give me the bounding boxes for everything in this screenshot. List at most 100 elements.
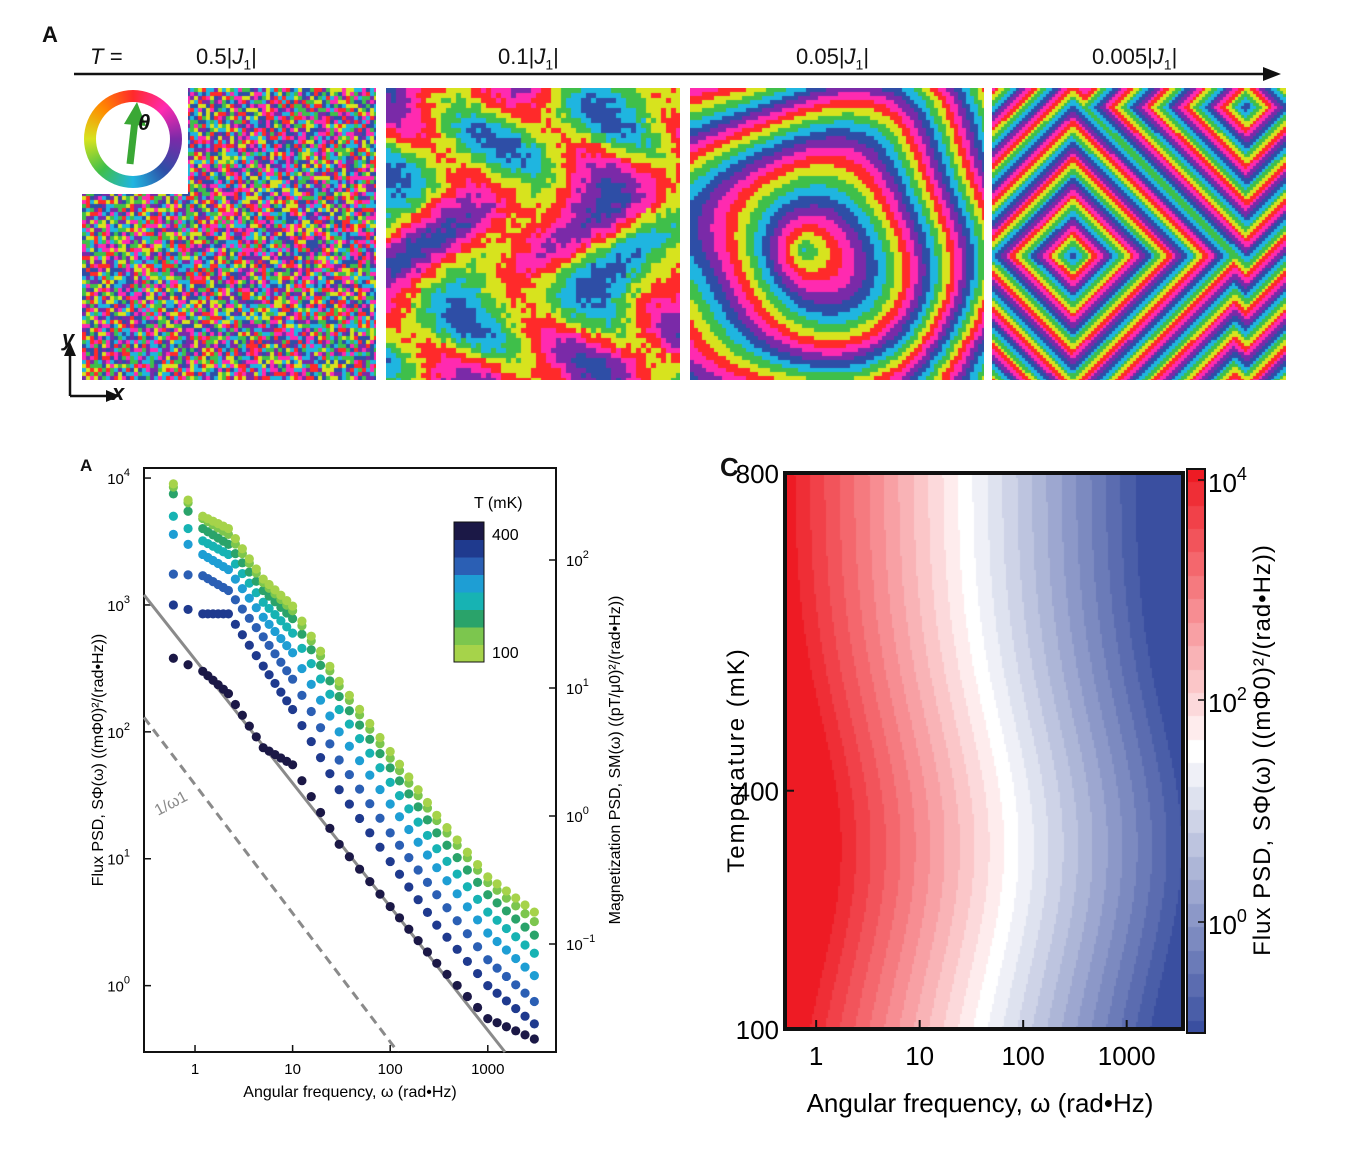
- data-point: [375, 749, 385, 759]
- xy-axes-icon: [64, 342, 120, 402]
- data-point: [413, 895, 423, 905]
- heatmap-y-axis-label: Temperature (mK): [723, 647, 750, 872]
- data-point: [365, 718, 375, 729]
- legend-color-step: [454, 522, 484, 540]
- data-point: [442, 903, 452, 913]
- data-point: [325, 769, 335, 779]
- data-point: [334, 839, 344, 849]
- data-point: [404, 772, 414, 782]
- data-point: [472, 894, 483, 904]
- data-point: [520, 1030, 530, 1040]
- data-point: [529, 916, 539, 927]
- data-point: [315, 723, 326, 733]
- data-point: [432, 844, 442, 854]
- data-point: [472, 859, 483, 870]
- data-point: [404, 853, 414, 863]
- data-point: [251, 603, 261, 613]
- data-point: [306, 679, 316, 689]
- data-point: [520, 962, 530, 972]
- data-point: [223, 609, 234, 619]
- legend-color-step: [454, 574, 484, 593]
- data-point: [354, 704, 365, 715]
- temperature-prefix: T =: [90, 44, 123, 69]
- data-point: [183, 523, 193, 534]
- data-point: [394, 791, 405, 801]
- data-point: [354, 813, 365, 824]
- data-point: [413, 865, 423, 875]
- data-point: [244, 593, 254, 603]
- data-point: [258, 574, 268, 584]
- data-point: [520, 1011, 530, 1021]
- reference-line-label: 1/ω1: [152, 788, 191, 819]
- data-point: [230, 534, 241, 544]
- psd-scatter-chart: 1 10 100 1000 104 103 102 101 100 102 101 100 10−1 T…: [90, 467, 624, 1101]
- data-point: [334, 676, 344, 686]
- data-point: [230, 549, 241, 559]
- data-point: [394, 913, 405, 923]
- data-point: [183, 539, 193, 550]
- scatter-y-tick-label: 104: [107, 467, 130, 488]
- colorbar-frame: [1186, 468, 1206, 1034]
- data-point: [288, 614, 298, 624]
- data-point: [442, 856, 452, 866]
- data-point: [375, 784, 385, 795]
- data-point: [244, 554, 254, 564]
- data-point: [344, 690, 354, 700]
- data-point: [492, 963, 502, 973]
- scatter-y2-tick-label: 102: [566, 549, 589, 570]
- data-point: [394, 869, 405, 879]
- data-point: [168, 489, 178, 499]
- data-point: [264, 579, 274, 590]
- temperature-label-4: 0.005|J1|: [1092, 44, 1178, 73]
- heatmap-x-tick-label: 10: [905, 1041, 934, 1071]
- data-point: [258, 597, 268, 607]
- data-point: [223, 585, 234, 596]
- data-point: [492, 936, 502, 947]
- data-point: [334, 727, 344, 737]
- data-point: [306, 706, 316, 717]
- y-axis-letter: y: [62, 326, 75, 351]
- data-point: [462, 865, 472, 875]
- data-point: [258, 632, 268, 642]
- data-point: [375, 763, 385, 773]
- legend-color-step: [454, 644, 484, 663]
- data-point: [183, 570, 193, 580]
- data-point: [183, 495, 193, 505]
- data-point: [297, 690, 307, 700]
- data-point: [365, 770, 375, 780]
- data-point: [511, 914, 521, 924]
- data-point: [452, 944, 462, 954]
- data-point: [270, 649, 280, 659]
- data-point: [472, 942, 483, 952]
- data-point: [223, 564, 234, 575]
- data-point: [288, 704, 298, 715]
- spin-texture-panel-3: [690, 88, 984, 380]
- data-point: [422, 850, 433, 860]
- data-point: [492, 988, 502, 998]
- data-point: [223, 549, 234, 560]
- data-point: [511, 1003, 521, 1014]
- data-point: [511, 1026, 521, 1036]
- data-point: [413, 837, 423, 847]
- data-point: [394, 776, 405, 786]
- scatter-x-tick-label: 1: [191, 1061, 199, 1078]
- scatter-x-axis-label: Angular frequency, ω (rad•Hz): [243, 1084, 456, 1101]
- scatter-y-tick-label: 101: [107, 848, 130, 869]
- heatmap-image: [786, 474, 1182, 1028]
- data-point: [413, 785, 423, 795]
- data-point: [183, 604, 193, 615]
- data-point: [365, 748, 375, 758]
- data-point: [442, 876, 452, 886]
- angle-symbol: θ: [138, 110, 151, 135]
- data-point: [529, 907, 539, 917]
- heatmap-x-tick-label: 1: [809, 1041, 823, 1071]
- data-point: [168, 600, 178, 610]
- data-point: [375, 732, 385, 743]
- data-point: [501, 945, 512, 955]
- data-point: [462, 902, 472, 912]
- data-point: [511, 893, 521, 903]
- data-point: [375, 813, 385, 823]
- data-point: [244, 640, 254, 650]
- data-point: [452, 835, 462, 845]
- data-point: [183, 506, 193, 516]
